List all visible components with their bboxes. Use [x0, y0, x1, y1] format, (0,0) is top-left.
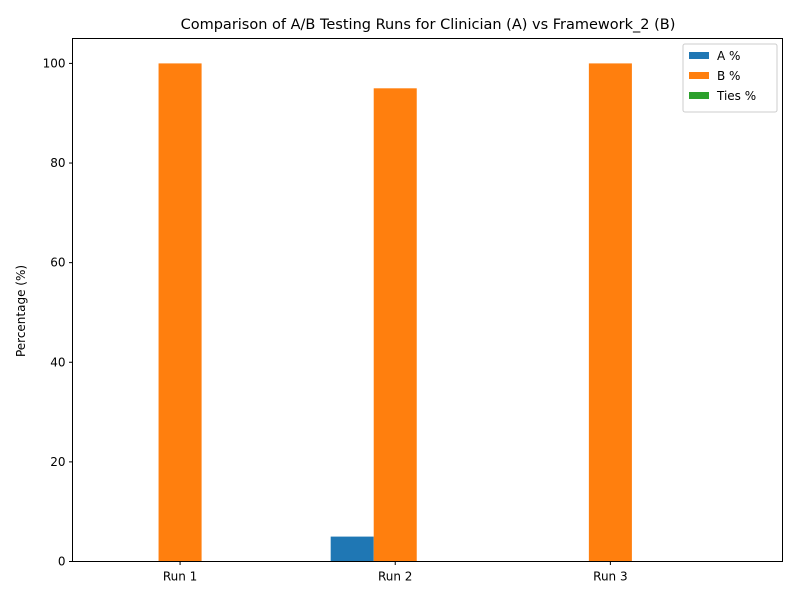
bar-a--run-2	[330, 536, 374, 562]
legend-swatch	[689, 52, 709, 59]
y-tick-label: 100	[43, 56, 66, 70]
y-tick-label: 80	[50, 156, 65, 170]
chart-title: Comparison of A/B Testing Runs for Clini…	[181, 17, 676, 33]
y-tick-label: 60	[50, 256, 65, 270]
y-axis: 0 20 40 60 80 100	[43, 56, 73, 569]
legend-label: Ties %	[716, 89, 756, 103]
bar-b--run-2	[373, 88, 417, 562]
y-axis-title: Percentage (%)	[14, 265, 28, 357]
plot-frame	[72, 38, 783, 562]
legend: A % B % Ties %	[682, 43, 778, 113]
legend-swatch	[689, 92, 709, 99]
x-tick-label: Run 2	[378, 570, 412, 584]
legend-label: B %	[717, 69, 740, 83]
y-tick-label: 20	[50, 455, 65, 469]
y-tick-label: 40	[50, 355, 65, 369]
x-tick-label: Run 3	[593, 570, 627, 584]
legend-label: A %	[717, 49, 740, 63]
x-axis: Run 1 Run 2 Run 3	[163, 561, 628, 584]
x-tick-label: Run 1	[163, 570, 197, 584]
bar-b--run-1	[158, 63, 202, 562]
legend-swatch	[689, 72, 709, 79]
bars-group	[158, 63, 632, 562]
bar-b--run-3	[588, 63, 632, 562]
y-tick-label: 0	[58, 555, 66, 569]
